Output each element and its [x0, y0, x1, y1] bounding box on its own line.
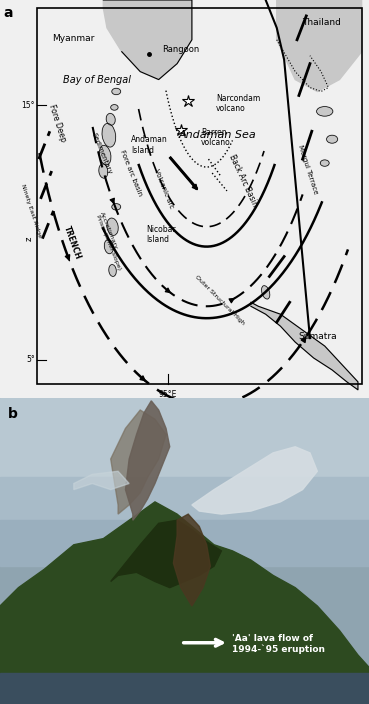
Text: Accretionary: Accretionary	[99, 211, 119, 250]
Text: Prism (inner slope): Prism (inner slope)	[96, 214, 122, 271]
Text: 95°E: 95°E	[159, 390, 177, 398]
Text: TRENCH: TRENCH	[62, 225, 82, 260]
Bar	[0, 398, 369, 484]
Text: a: a	[4, 6, 13, 20]
Ellipse shape	[109, 265, 116, 277]
Polygon shape	[111, 410, 166, 514]
Text: Narcondam
volcano: Narcondam volcano	[216, 94, 260, 113]
Ellipse shape	[99, 145, 111, 165]
Text: 'Aa' lava flow of
1994-`95 eruption: 'Aa' lava flow of 1994-`95 eruption	[232, 634, 325, 654]
Text: Rangoon: Rangoon	[162, 45, 200, 54]
Polygon shape	[0, 502, 369, 704]
Text: Myanmar: Myanmar	[53, 34, 95, 43]
Ellipse shape	[320, 160, 329, 166]
Ellipse shape	[262, 286, 270, 299]
Text: Fore Deep: Fore Deep	[47, 103, 68, 143]
Polygon shape	[103, 0, 192, 80]
Text: b: b	[7, 407, 17, 421]
Text: Andaman Sea: Andaman Sea	[179, 130, 256, 140]
Bar	[0, 477, 369, 527]
Bar	[0, 673, 369, 704]
Polygon shape	[251, 302, 358, 390]
Text: 15°: 15°	[21, 101, 35, 110]
Ellipse shape	[107, 218, 118, 235]
Ellipse shape	[112, 88, 121, 94]
Ellipse shape	[104, 239, 113, 253]
Polygon shape	[111, 520, 221, 588]
Ellipse shape	[99, 164, 108, 178]
Text: Thailand: Thailand	[301, 18, 341, 27]
Text: Ninety East Ridge: Ninety East Ridge	[20, 184, 42, 238]
Ellipse shape	[327, 135, 338, 143]
Text: Nicobar
Island: Nicobar Island	[146, 225, 175, 244]
Bar	[0, 520, 369, 566]
Text: Volcanic arc: Volcanic arc	[154, 168, 175, 210]
Ellipse shape	[102, 123, 115, 147]
Ellipse shape	[111, 105, 118, 111]
Ellipse shape	[106, 113, 115, 125]
Text: Sumatra: Sumatra	[298, 332, 337, 341]
Text: Bay of Bengal: Bay of Bengal	[63, 75, 131, 84]
Polygon shape	[173, 514, 210, 606]
Text: Outer Structural High: Outer Structural High	[194, 275, 245, 326]
Ellipse shape	[317, 106, 333, 116]
Text: z: z	[25, 237, 34, 241]
Text: 5°: 5°	[26, 356, 35, 365]
Polygon shape	[277, 0, 362, 92]
Bar	[37, 8, 362, 384]
Text: Back Arc Basin: Back Arc Basin	[227, 153, 260, 208]
Polygon shape	[74, 471, 129, 490]
Text: Sedimentary: Sedimentary	[90, 132, 113, 175]
Text: Mergui Terrace: Mergui Terrace	[297, 144, 319, 194]
Text: Barren
volcano: Barren volcano	[201, 127, 231, 147]
Polygon shape	[125, 401, 170, 520]
Polygon shape	[192, 447, 317, 514]
Text: Andaman
Island: Andaman Island	[131, 135, 168, 155]
Ellipse shape	[112, 203, 121, 210]
Text: Fore arc basin: Fore arc basin	[119, 149, 143, 197]
